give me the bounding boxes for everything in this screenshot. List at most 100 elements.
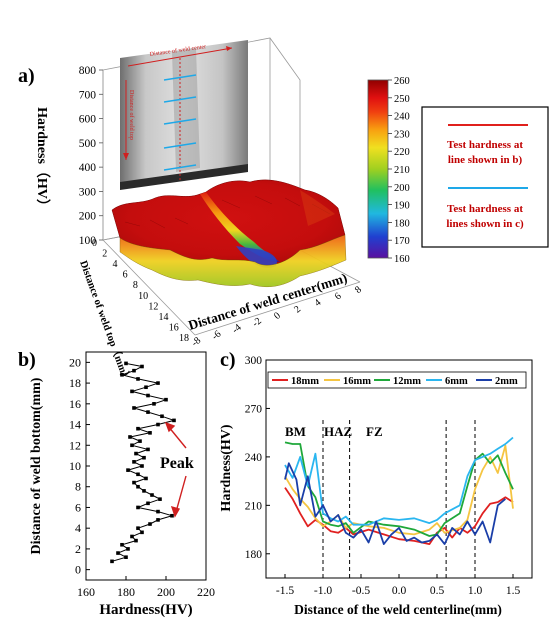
colorbar-tick-label: 200 bbox=[394, 183, 410, 194]
x-tick-label: -6 bbox=[210, 329, 223, 343]
y-tick-label: 10 bbox=[138, 291, 148, 302]
b-data-point bbox=[134, 538, 138, 543]
x-tick-label: 0 bbox=[272, 310, 283, 322]
b-data-point bbox=[130, 534, 134, 539]
b-data-point bbox=[132, 368, 136, 373]
colorbar-tick-label: 160 bbox=[394, 254, 410, 265]
b-data-point bbox=[142, 455, 146, 460]
c-legend-label: 16mm bbox=[343, 376, 371, 387]
panel-b-axes: 160 180 200 220 0 2 4 6 8 10 12 14 16 18 20 bbox=[69, 355, 215, 599]
b-data-point bbox=[158, 497, 162, 501]
b-data-point bbox=[146, 410, 150, 414]
b-data-point bbox=[136, 526, 140, 530]
b-data-point bbox=[148, 431, 152, 435]
b-data-point bbox=[126, 547, 130, 551]
c-y-tick-label: 300 bbox=[245, 355, 263, 367]
y-tick-label: 8 bbox=[133, 280, 138, 291]
b-data-point bbox=[136, 484, 140, 489]
c-y-tick-label: 240 bbox=[245, 452, 263, 464]
colorbar-ticks: 260 250 240 230 220 210 200 190 180 170 160 bbox=[388, 76, 410, 265]
b-y-tick-label: 12 bbox=[69, 438, 81, 452]
y-tick-label: 14 bbox=[159, 312, 169, 323]
b-x-tick-label: 200 bbox=[157, 585, 175, 599]
b-data-point bbox=[138, 439, 142, 443]
z-tick-label: 700 bbox=[79, 89, 97, 101]
c-x-tick-label: -1.0 bbox=[314, 585, 332, 597]
c-x-tick-label: 1.5 bbox=[506, 585, 521, 597]
z-tick-label: 300 bbox=[79, 186, 97, 198]
panel-a-colorbar: 260 250 240 230 220 210 200 190 180 170 160 bbox=[367, 76, 410, 265]
b-data-point bbox=[144, 476, 148, 481]
b-data-point bbox=[124, 555, 128, 559]
panel-c-axes: -1.5 -1.0 -0.5 0.0 0.5 1.0 1.5 180 210 240 270 300 bbox=[245, 355, 521, 597]
c-series-12mm bbox=[284, 441, 514, 537]
inset-top-arrow bbox=[127, 47, 233, 67]
c-y-tick-label: 210 bbox=[245, 500, 263, 512]
panel-c-zone-lines bbox=[322, 420, 476, 578]
b-data-point bbox=[156, 422, 160, 427]
b-data-point bbox=[144, 385, 148, 390]
panel-b-y-label: Distance of weld bottom(mm) bbox=[29, 377, 44, 554]
b-x-tick-label: 180 bbox=[117, 585, 135, 599]
b-data-point bbox=[140, 530, 144, 535]
x-tick-label: 8 bbox=[353, 284, 364, 296]
panel-c-legend: 18mm 16mm 12mm 6mm 2mm bbox=[267, 371, 527, 389]
y-tick-label: 6 bbox=[123, 270, 128, 281]
colorbar-tick-label: 210 bbox=[394, 165, 410, 176]
colorbar-tick-label: 180 bbox=[394, 218, 410, 229]
b-data-point bbox=[146, 393, 150, 398]
b-data-point bbox=[136, 472, 140, 477]
x-tick-label: -4 bbox=[230, 322, 243, 336]
colorbar-tick-label: 190 bbox=[394, 201, 410, 212]
panel-a-legend: Test hardness at line shown in b) Test ha… bbox=[421, 106, 549, 248]
b-y-tick-label: 20 bbox=[69, 355, 81, 369]
b-x-tick-label: 220 bbox=[197, 585, 215, 599]
b-data-point bbox=[130, 389, 134, 394]
panel-c-x-label: Distance of the weld centerline(mm) bbox=[294, 602, 502, 617]
x-tick-label: 4 bbox=[312, 297, 323, 309]
y-tick-label: 16 bbox=[169, 322, 179, 333]
b-data-point bbox=[130, 443, 134, 448]
c-legend-label: 2mm bbox=[495, 376, 518, 387]
c-y-tick-label: 270 bbox=[245, 403, 263, 415]
c-series-2mm bbox=[284, 462, 506, 545]
c-x-tick-label: -1.5 bbox=[276, 585, 294, 597]
c-x-tick-label: 0.0 bbox=[392, 585, 407, 597]
b-data-point bbox=[132, 480, 136, 485]
legend-entry-1: Test hardness at line shown in b) bbox=[447, 139, 523, 166]
b-data-point bbox=[146, 501, 150, 506]
b-data-point bbox=[170, 513, 174, 518]
b-data-point bbox=[116, 551, 120, 555]
panel-c-label: c) bbox=[220, 349, 236, 371]
c-legend-label: 6mm bbox=[445, 376, 468, 387]
b-data-point bbox=[136, 377, 140, 381]
panel-b-series bbox=[110, 361, 176, 564]
b-data-point bbox=[156, 518, 160, 522]
zone-label-haz: HAZ bbox=[324, 424, 353, 439]
b-data-point bbox=[132, 406, 136, 410]
inset-test-lines bbox=[163, 74, 197, 171]
b-y-tick-label: 18 bbox=[69, 376, 81, 390]
panel-c-legend-box bbox=[267, 371, 527, 389]
b-data-point bbox=[136, 426, 140, 431]
z-tick-label: 100 bbox=[79, 235, 97, 247]
c-series-6mm bbox=[284, 436, 514, 526]
c-x-tick-label: 1.0 bbox=[468, 585, 483, 597]
panel-a-label: a) bbox=[18, 65, 35, 87]
z-tick-label: 600 bbox=[79, 114, 97, 126]
x-tick-label: 6 bbox=[333, 291, 344, 303]
inset-test-line bbox=[163, 142, 197, 149]
colorbar-tick-label: 170 bbox=[394, 236, 410, 247]
zone-label-fz: FZ bbox=[366, 424, 383, 439]
panel-b-peak-annotation: Peak bbox=[160, 455, 194, 472]
b-y-tick-label: 14 bbox=[69, 418, 81, 432]
c-legend-label: 18mm bbox=[291, 376, 319, 387]
b-data-point bbox=[134, 451, 138, 456]
colorbar-gradient bbox=[367, 79, 389, 259]
panel-c-y-label: Hardness(HV) bbox=[219, 424, 234, 511]
b-data-point bbox=[132, 460, 136, 464]
b-data-point bbox=[110, 559, 114, 564]
b-data-point bbox=[164, 397, 168, 402]
colorbar-tick-label: 230 bbox=[394, 129, 410, 140]
